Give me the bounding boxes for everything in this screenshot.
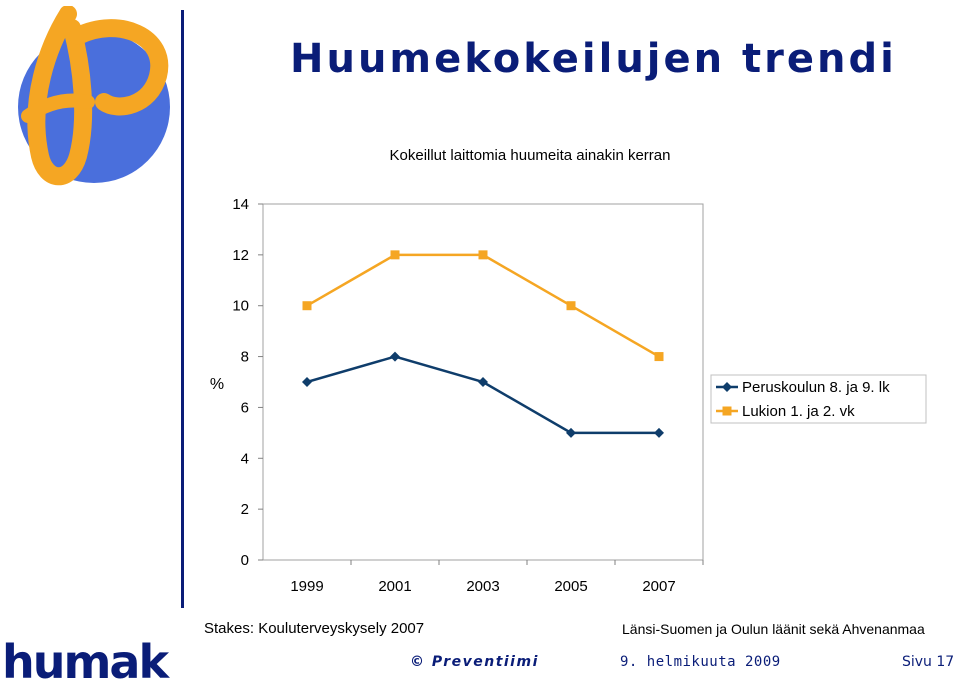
x-tick-label: 2007 — [642, 578, 675, 595]
preventiimi-logo-icon — [18, 6, 170, 186]
x-tick-label: 1999 — [290, 578, 323, 595]
y-axis-label: % — [210, 376, 224, 393]
y-tick-label: 2 — [241, 501, 249, 518]
legend-label: Peruskoulun 8. ja 9. lk — [742, 379, 890, 396]
data-point-diamond — [478, 377, 488, 387]
legend-box — [710, 374, 927, 424]
footer-date: 9. helmikuuta 2009 — [620, 654, 781, 670]
data-point-square — [302, 301, 312, 311]
data-point-square — [654, 352, 664, 362]
legend-marker — [722, 406, 732, 416]
data-point-diamond — [302, 377, 312, 387]
y-tick-label: 10 — [232, 298, 249, 315]
footer-copyright: © Preventiimi — [410, 654, 539, 670]
y-tick-label: 6 — [241, 399, 249, 416]
y-tick-label: 0 — [241, 552, 249, 569]
data-point-diamond — [654, 427, 664, 438]
data-point-square — [478, 250, 488, 260]
y-tick-label: 12 — [232, 247, 249, 264]
vertical-divider — [181, 10, 184, 608]
humak-logo-icon: humak — [2, 635, 172, 686]
footer-page-number: Sivu 17 — [902, 654, 955, 670]
humak-logo-text: humak — [2, 635, 170, 686]
data-point-diamond — [566, 427, 576, 438]
chart-title: Kokeillut laittomia huumeita ainakin ker… — [389, 147, 671, 164]
region-note: Länsi-Suomen ja Oulun läänit sekä Ahvena… — [622, 621, 925, 637]
x-tick-label: 2005 — [554, 578, 587, 595]
y-tick-label: 14 — [232, 196, 249, 213]
source-note: Stakes: Kouluterveyskysely 2007 — [204, 620, 425, 637]
legend-marker — [722, 382, 732, 392]
x-tick-label: 2003 — [466, 578, 499, 595]
data-point-diamond — [390, 351, 400, 362]
data-point-square — [390, 250, 400, 260]
data-point-square — [566, 301, 576, 311]
slide-title: Huumekokeilujen trendi — [290, 36, 897, 82]
legend-label: Lukion 1. ja 2. vk — [742, 403, 855, 420]
y-tick-label: 4 — [241, 450, 249, 467]
x-tick-label: 2001 — [378, 578, 411, 595]
y-tick-label: 8 — [241, 349, 249, 366]
